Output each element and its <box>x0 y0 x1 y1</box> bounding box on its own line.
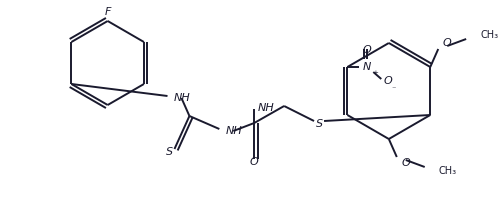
Text: S: S <box>166 147 173 157</box>
Text: NH: NH <box>225 126 242 136</box>
Text: O: O <box>442 38 451 48</box>
Text: N: N <box>363 62 372 72</box>
Text: F: F <box>105 7 111 17</box>
Text: O: O <box>402 158 410 168</box>
Text: S: S <box>316 119 323 129</box>
Text: O: O <box>383 76 392 86</box>
Text: O: O <box>363 45 372 55</box>
Text: CH₃: CH₃ <box>439 166 457 176</box>
Text: O: O <box>250 157 259 167</box>
Text: NH: NH <box>174 93 190 103</box>
Text: NH: NH <box>257 103 274 113</box>
Text: CH₃: CH₃ <box>480 30 498 40</box>
Text: +: + <box>372 70 378 76</box>
Text: ⁻: ⁻ <box>391 84 396 93</box>
